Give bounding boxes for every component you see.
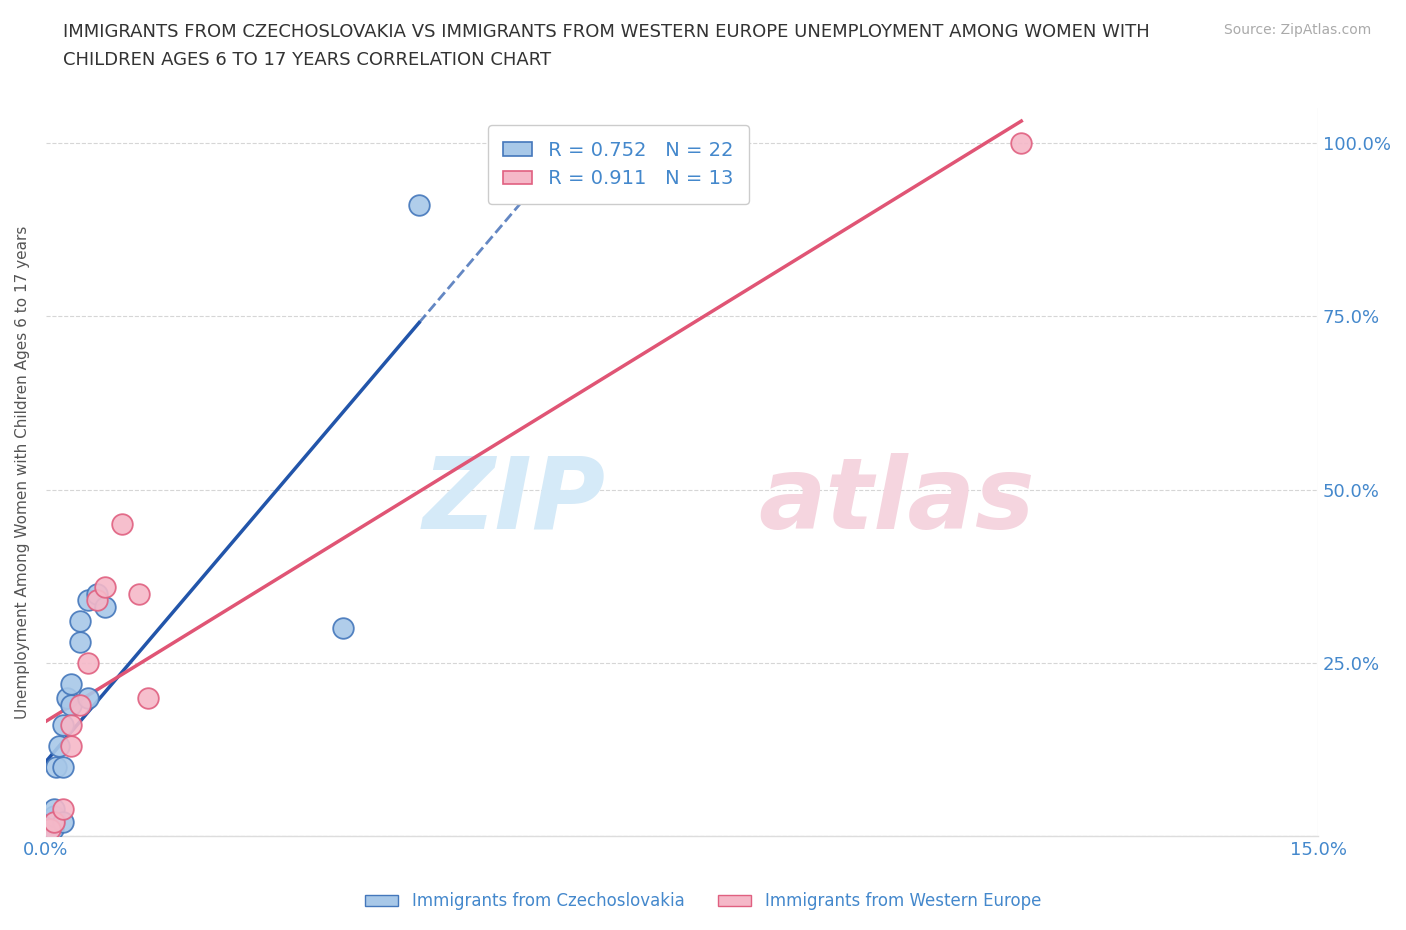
Point (86, 586, 108, 601)
Text: Source: ZipAtlas.com: Source: ZipAtlas.com (1223, 23, 1371, 37)
Point (44, 815, 66, 830)
Point (52, 801, 75, 816)
Legend: Immigrants from Czechoslovakia, Immigrants from Western Europe: Immigrants from Czechoslovakia, Immigran… (359, 885, 1047, 917)
Point (39, 822, 62, 837)
Point (39, 815, 62, 830)
Text: ZIP: ZIP (423, 453, 606, 550)
Point (60, 738, 83, 753)
Point (44, 808, 66, 823)
Point (111, 517, 134, 532)
Point (45, 760, 67, 775)
Point (69, 634, 91, 649)
Point (1010, 135, 1032, 150)
Point (44, 801, 66, 816)
Point (52, 760, 75, 775)
Point (52, 718, 75, 733)
Point (56, 690, 79, 705)
Point (60, 676, 83, 691)
Point (332, 621, 354, 636)
Point (44, 815, 66, 830)
Text: atlas: atlas (758, 453, 1035, 550)
Point (60, 698, 83, 712)
Point (69, 614, 91, 629)
Point (94, 579, 117, 594)
Legend:  R = 0.752   N = 22,  R = 0.911   N = 13: R = 0.752 N = 22, R = 0.911 N = 13 (488, 125, 749, 204)
Point (69, 698, 91, 712)
Point (94, 600, 117, 615)
Point (60, 718, 83, 733)
Point (52, 815, 75, 830)
Point (136, 690, 159, 705)
Text: IMMIGRANTS FROM CZECHOSLOVAKIA VS IMMIGRANTS FROM WESTERN EUROPE UNEMPLOYMENT AM: IMMIGRANTS FROM CZECHOSLOVAKIA VS IMMIGR… (63, 23, 1150, 41)
Point (408, 198, 430, 213)
Point (39, 822, 62, 837)
Point (77, 690, 100, 705)
Point (77, 656, 100, 671)
Y-axis label: Unemployment Among Women with Children Ages 6 to 17 years: Unemployment Among Women with Children A… (15, 225, 30, 719)
Text: CHILDREN AGES 6 TO 17 YEARS CORRELATION CHART: CHILDREN AGES 6 TO 17 YEARS CORRELATION … (63, 51, 551, 69)
Point (128, 586, 150, 601)
Point (48, 738, 70, 753)
Point (77, 593, 100, 608)
Point (86, 593, 108, 608)
Point (42, 822, 65, 837)
